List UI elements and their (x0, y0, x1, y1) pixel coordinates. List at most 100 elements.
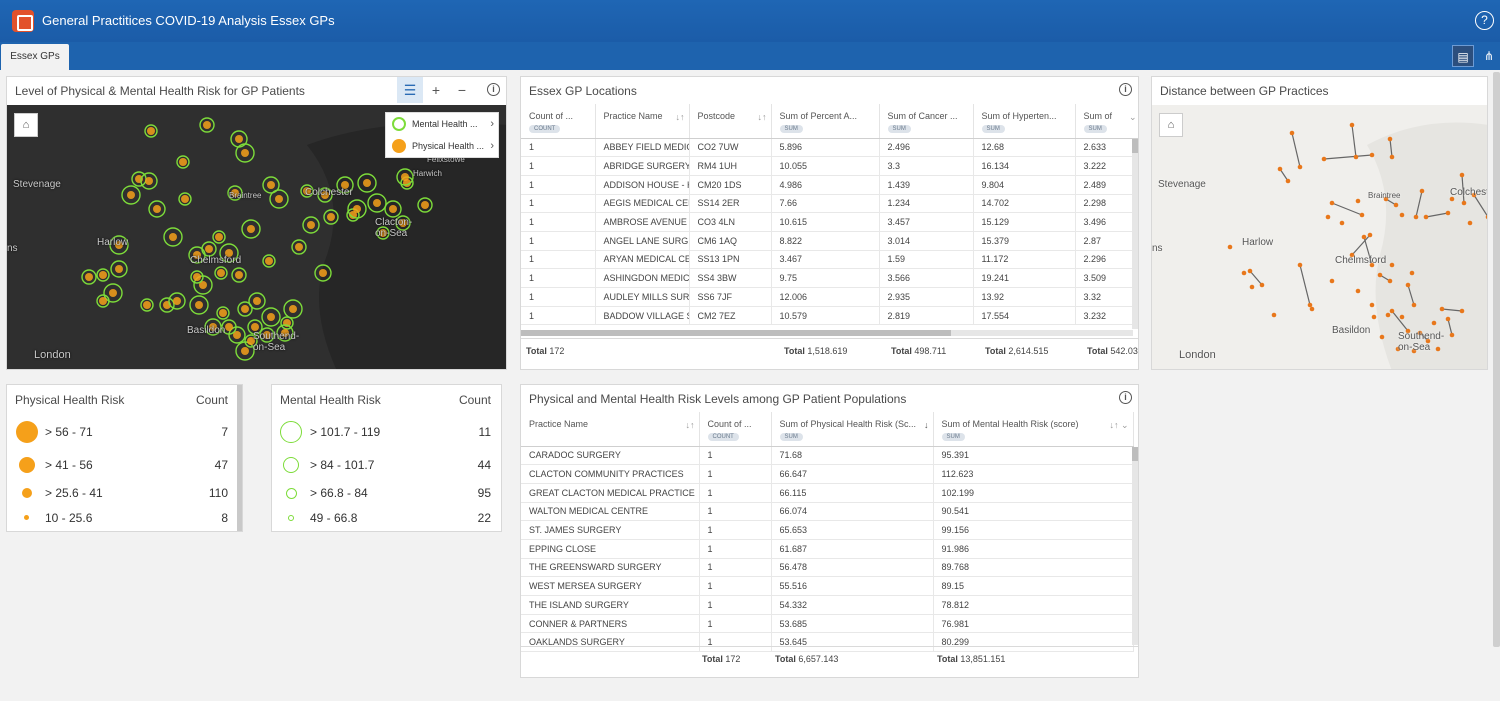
gp-practice-marker[interactable] (1399, 212, 1405, 218)
physical-risk-marker[interactable] (251, 323, 259, 331)
mental-risk-marker[interactable] (190, 270, 204, 284)
col-practice-name[interactable]: Practice Name ↓↑ (595, 104, 690, 139)
legend-list-icon[interactable]: ☰ (397, 77, 423, 103)
gp-practice-marker[interactable] (1405, 328, 1411, 334)
chevron-right-icon[interactable]: › (490, 118, 494, 130)
gp-practice-marker[interactable] (1379, 334, 1385, 340)
mental-risk-marker[interactable] (159, 297, 175, 313)
mental-risk-marker[interactable] (417, 197, 433, 213)
gp-practice-marker[interactable] (1321, 156, 1327, 162)
gp-practice-marker[interactable] (1349, 122, 1355, 128)
gp-practice-marker[interactable] (1393, 202, 1399, 208)
mental-risk-marker[interactable] (212, 230, 226, 244)
physical-risk-marker[interactable] (115, 241, 123, 249)
gp-practice-marker[interactable] (1435, 346, 1441, 352)
physical-risk-marker[interactable] (215, 233, 223, 241)
gp-practice-marker[interactable] (1385, 312, 1391, 318)
physical-risk-marker[interactable] (99, 271, 107, 279)
gp-practice-marker[interactable] (1383, 196, 1389, 202)
physical-risk-marker[interactable] (147, 127, 155, 135)
gp-practice-marker[interactable] (1449, 332, 1455, 338)
table-row[interactable]: EPPING CLOSE 1 61.687 91.986 (521, 539, 1134, 559)
physical-risk-marker[interactable] (421, 201, 429, 209)
mental-risk-marker[interactable] (323, 209, 339, 225)
physical-risk-marker[interactable] (193, 273, 201, 281)
physical-risk-marker[interactable] (235, 271, 243, 279)
gp-practice-marker[interactable] (1277, 166, 1283, 172)
table-row[interactable]: THE GREENSWARD SURGERY 1 56.478 89.768 (521, 558, 1134, 578)
physical-risk-marker[interactable] (373, 199, 381, 207)
gp-practice-marker[interactable] (1405, 282, 1411, 288)
gp-practice-marker[interactable] (1355, 288, 1361, 294)
mental-risk-marker[interactable] (237, 301, 253, 317)
physical-risk-marker[interactable] (145, 177, 153, 185)
physical-risk-marker[interactable] (193, 251, 201, 259)
mental-risk-marker[interactable] (283, 299, 303, 319)
gp-practice-marker[interactable] (1355, 198, 1361, 204)
col-count[interactable]: Count of ... COUNT (521, 104, 596, 139)
physical-risk-marker[interactable] (199, 281, 207, 289)
gp-practice-marker[interactable] (1425, 338, 1431, 344)
mental-risk-marker[interactable] (302, 216, 320, 234)
physical-risk-marker[interactable] (401, 173, 409, 181)
gp-practice-marker[interactable] (1395, 346, 1401, 352)
gp-practice-marker[interactable] (1389, 308, 1395, 314)
mental-risk-marker[interactable] (395, 215, 411, 231)
home-icon[interactable]: ⌂ (14, 113, 38, 137)
physical-risk-marker[interactable] (225, 323, 233, 331)
mental-risk-marker[interactable] (244, 334, 258, 348)
mental-risk-marker[interactable] (376, 226, 390, 240)
gp-practice-marker[interactable] (1485, 214, 1487, 220)
mental-risk-marker[interactable] (140, 298, 154, 312)
mental-risk-marker[interactable] (214, 266, 228, 280)
physical-risk-marker[interactable] (219, 309, 227, 317)
table-view-icon[interactable]: ▤ (1452, 45, 1474, 67)
mental-risk-marker[interactable] (109, 235, 129, 255)
gp-practice-marker[interactable] (1411, 302, 1417, 308)
mental-risk-marker[interactable] (235, 143, 255, 163)
physical-risk-marker[interactable] (379, 229, 387, 237)
mental-risk-marker[interactable] (176, 155, 190, 169)
physical-risk-marker[interactable] (307, 221, 315, 229)
mental-risk-marker[interactable] (291, 239, 307, 255)
mental-risk-marker[interactable] (199, 117, 215, 133)
physical-risk-marker[interactable] (267, 313, 275, 321)
gp-practice-marker[interactable] (1417, 330, 1423, 336)
gp-practice-marker[interactable] (1227, 244, 1233, 250)
physical-risk-marker[interactable] (173, 297, 181, 305)
gp-practice-marker[interactable] (1459, 308, 1465, 314)
gp-practice-marker[interactable] (1325, 214, 1331, 220)
physical-risk-marker[interactable] (225, 249, 233, 257)
gp-practice-marker[interactable] (1413, 214, 1419, 220)
table-row[interactable]: OAKLANDS SURGERY 1 53.645 80.299 (521, 632, 1134, 653)
physical-risk-marker[interactable] (389, 205, 397, 213)
gp-practice-marker[interactable] (1285, 178, 1291, 184)
physical-risk-marker[interactable] (247, 337, 255, 345)
gp-practice-marker[interactable] (1423, 214, 1429, 220)
physical-risk-marker[interactable] (181, 195, 189, 203)
mental-risk-marker[interactable] (241, 219, 261, 239)
physical-risk-marker[interactable] (253, 297, 261, 305)
col-percent[interactable]: Sum of Percent A... SUM (771, 104, 880, 139)
mental-risk-marker[interactable] (110, 260, 128, 278)
gp-practice-marker[interactable] (1389, 262, 1395, 268)
mental-risk-marker[interactable] (280, 316, 294, 330)
distance-map[interactable]: ⌂ Stevenage Harlow Chelmsford Braintree … (1152, 105, 1487, 369)
physical-risk-marker[interactable] (353, 205, 361, 213)
gp-practice-marker[interactable] (1471, 192, 1477, 198)
gp-practice-marker[interactable] (1309, 306, 1315, 312)
mental-risk-marker[interactable] (96, 268, 110, 282)
share-icon[interactable]: ⋔ (1483, 49, 1495, 63)
mental-risk-marker[interactable] (140, 172, 158, 190)
physical-risk-marker[interactable] (241, 347, 249, 355)
home-icon[interactable]: ⌂ (1159, 113, 1183, 137)
mental-risk-marker[interactable] (384, 200, 402, 218)
gp-practice-marker[interactable] (1369, 302, 1375, 308)
info-icon[interactable]: i (1119, 83, 1132, 96)
